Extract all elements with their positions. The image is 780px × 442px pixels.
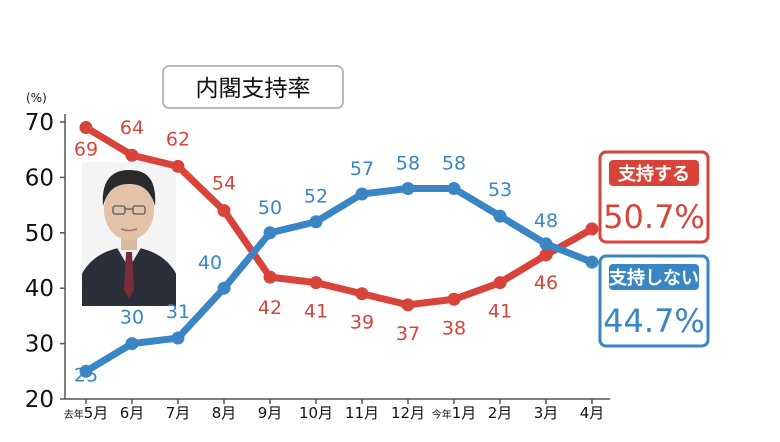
support-data-label: 64 xyxy=(120,117,144,139)
x-tick-month: 2月 xyxy=(488,404,513,422)
y-tick-label: 20 xyxy=(25,387,54,413)
nonsupport-data-point xyxy=(79,364,93,378)
support-data-point xyxy=(539,248,553,262)
y-tick-label: 40 xyxy=(25,276,54,302)
x-tick-month: 10月 xyxy=(299,404,333,422)
legend-support-header xyxy=(609,160,699,186)
support-data-label: 39 xyxy=(350,312,374,334)
nonsupport-data-label: 30 xyxy=(120,307,144,329)
x-tick-prefix: 去年 xyxy=(64,408,84,421)
chart-title-box: 内閣支持率 xyxy=(162,65,344,109)
x-tick-month: 6月 xyxy=(120,404,145,422)
nonsupport-data-label: 40 xyxy=(198,252,222,274)
support-data-point xyxy=(79,121,93,135)
legend-support-value: 50.7% xyxy=(603,198,705,236)
nonsupport-data-point xyxy=(539,237,553,251)
x-tick-label: 7月 xyxy=(166,404,191,422)
support-data-label: 54 xyxy=(212,173,236,195)
x-tick-label: 10月 xyxy=(299,404,333,422)
x-tick-label: 2月 xyxy=(488,404,513,422)
support-data-label: 38 xyxy=(442,317,466,339)
chart-title: 内閣支持率 xyxy=(196,76,311,102)
nonsupport-data-point xyxy=(493,209,507,223)
nonsupport-data-point xyxy=(263,226,277,240)
x-tick-label: 4月 xyxy=(580,404,605,422)
x-tick-month: 8月 xyxy=(212,404,237,422)
support-data-point xyxy=(217,204,231,218)
x-tick-month: 4月 xyxy=(580,404,605,422)
nonsupport-data-label: 58 xyxy=(442,152,466,174)
x-tick-month: 12月 xyxy=(391,404,425,422)
support-data-point xyxy=(493,276,507,290)
x-tick-month: 5月 xyxy=(84,404,109,422)
x-tick-label: 3月 xyxy=(534,404,559,422)
x-tick-label: 6月 xyxy=(120,404,145,422)
nonsupport-data-point xyxy=(585,255,599,269)
x-tick-month: 1月 xyxy=(452,404,477,422)
support-data-label: 41 xyxy=(488,301,512,323)
legend-support-label: 支持する xyxy=(617,163,690,185)
support-data-point xyxy=(447,292,461,306)
x-tick-month: 11月 xyxy=(345,404,379,422)
x-tick-month: 7月 xyxy=(166,404,191,422)
support-data-point xyxy=(585,222,599,236)
nonsupport-data-label: 25 xyxy=(74,364,98,386)
nonsupport-data-point xyxy=(309,215,323,229)
nonsupport-data-label: 53 xyxy=(488,179,512,201)
support-data-label: 62 xyxy=(166,128,190,150)
nonsupport-data-label: 52 xyxy=(304,186,328,208)
nonsupport-data-label: 50 xyxy=(258,197,282,219)
support-data-label: 42 xyxy=(258,297,282,319)
y-tick-label: 70 xyxy=(25,110,54,136)
data-labels-layer: 69 64 62 54 42 41 39 37 38 41 46 25 30 31 40 50 52 57 58 58… xyxy=(74,117,558,386)
x-tick-month: 9月 xyxy=(258,404,283,422)
x-tick-label: 12月 xyxy=(391,404,425,422)
nonsupport-data-point xyxy=(125,337,139,351)
y-tick-label: 50 xyxy=(25,221,54,247)
support-data-label: 69 xyxy=(74,139,98,161)
x-tick-prefix: 今年 xyxy=(432,408,452,421)
support-data-label: 41 xyxy=(304,301,328,323)
legend-nonsupport-header xyxy=(609,264,699,290)
nonsupport-data-label: 57 xyxy=(350,158,374,180)
legend-nonsupport-label: 支持しない xyxy=(608,267,699,289)
support-data-label: 37 xyxy=(396,323,420,345)
nonsupport-data-point xyxy=(355,187,369,201)
nonsupport-data-label: 58 xyxy=(396,152,420,174)
y-axis-unit: (%) xyxy=(26,91,47,105)
nonsupport-data-point xyxy=(401,181,415,195)
support-series-line xyxy=(82,124,596,309)
support-data-point xyxy=(309,276,323,290)
x-tick-label: 9月 xyxy=(258,404,283,422)
legend-support: 支持する 50.7% xyxy=(598,150,710,244)
x-tick-label: 今年1月 xyxy=(432,404,477,422)
nonsupport-data-label: 48 xyxy=(534,210,558,232)
y-tick-label: 30 xyxy=(25,332,54,358)
y-tick-label: 60 xyxy=(25,165,54,191)
support-data-label: 46 xyxy=(534,272,558,294)
y-axis: 20 30 40 50 60 70 xyxy=(25,110,66,413)
support-data-point xyxy=(401,298,415,312)
support-data-point xyxy=(125,148,139,162)
support-data-point xyxy=(171,159,185,173)
support-data-point xyxy=(355,287,369,301)
nonsupport-data-point xyxy=(217,281,231,295)
x-tick-month: 3月 xyxy=(534,404,559,422)
nonsupport-data-label: 31 xyxy=(166,301,190,323)
x-tick-label: 8月 xyxy=(212,404,237,422)
support-data-point xyxy=(263,270,277,284)
nonsupport-data-point xyxy=(447,181,461,195)
legend-nonsupport: 支持しない 44.7% xyxy=(598,254,710,348)
legend-nonsupport-value: 44.7% xyxy=(603,302,705,340)
series-layer xyxy=(79,121,599,378)
x-tick-label: 去年5月 xyxy=(64,404,109,422)
nonsupport-series-line xyxy=(82,184,596,375)
x-axis: 去年5月 6月 7月 8月 9月 10月 11月 12月 今年1月 2月 3月 4月 xyxy=(64,398,610,422)
prime-minister-photo xyxy=(82,162,176,306)
nonsupport-data-point xyxy=(171,331,185,345)
x-tick-label: 11月 xyxy=(345,404,379,422)
